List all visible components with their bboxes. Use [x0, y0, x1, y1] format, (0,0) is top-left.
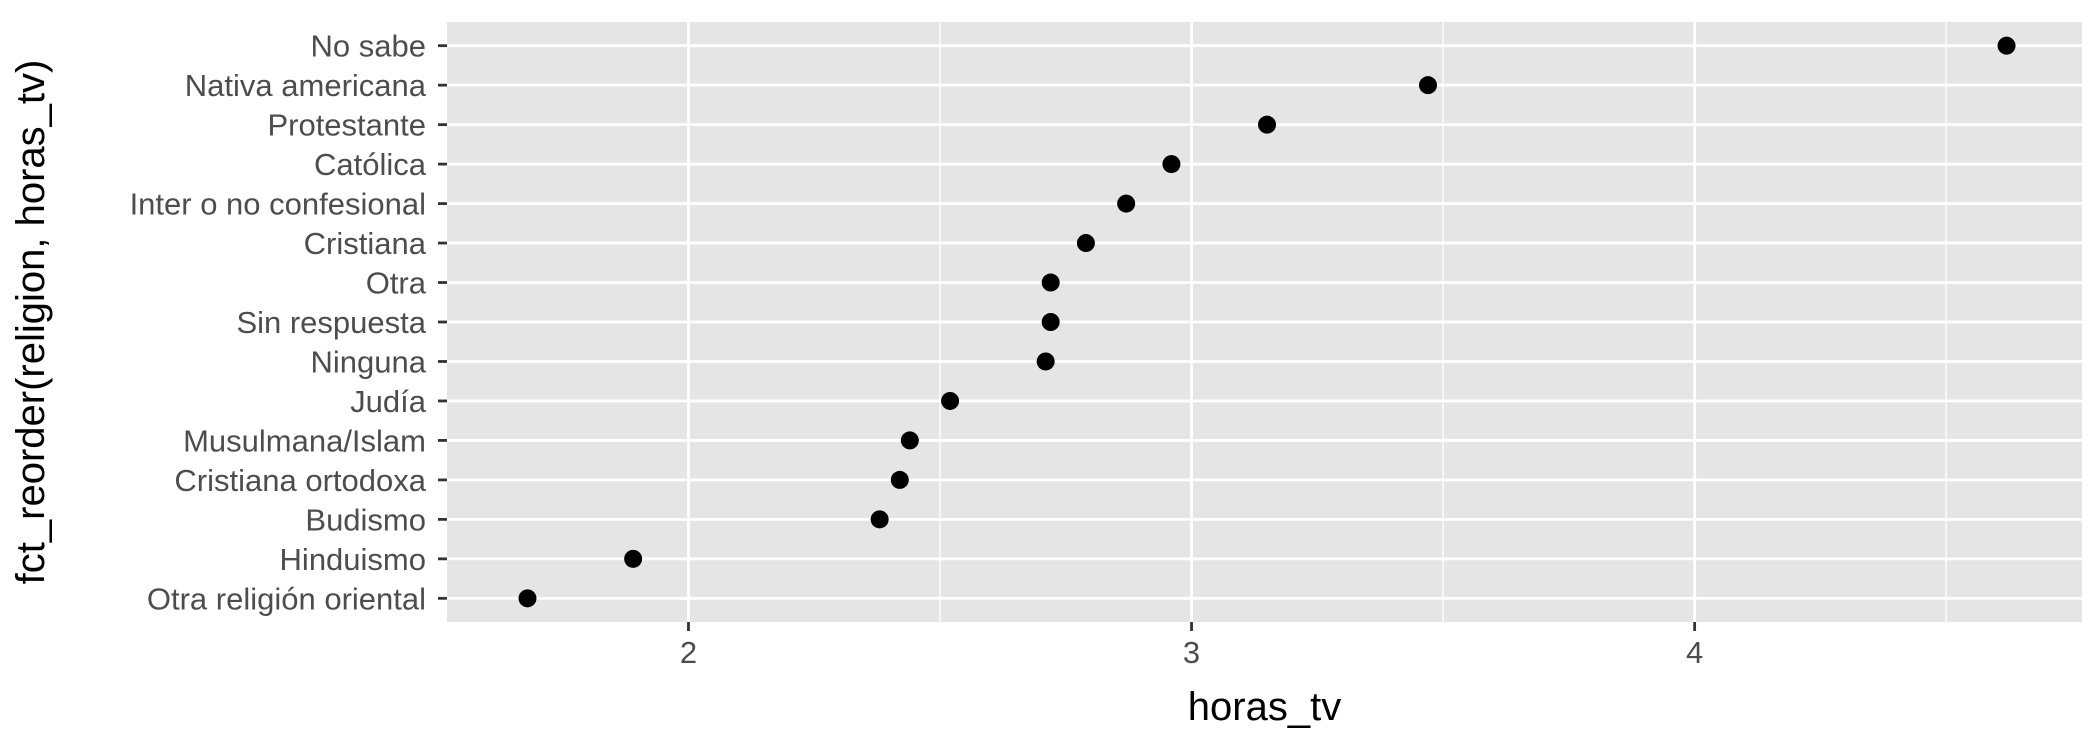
x-tick-label: 3: [1183, 635, 1200, 670]
y-tick-label: Ninguna: [311, 344, 427, 379]
x-tick-label: 4: [1686, 635, 1703, 670]
y-tick-label: Budismo: [305, 502, 426, 537]
data-point: [518, 589, 537, 608]
data-point: [1117, 194, 1136, 213]
y-axis-title: fct_reorder(religion, horas_tv): [9, 60, 53, 585]
y-tick-label: Hinduismo: [280, 542, 426, 577]
y-axis: Otra religión oriental Hinduismo Budismo Cr…: [130, 29, 447, 616]
data-points: [518, 36, 2016, 608]
data-point: [1258, 115, 1277, 134]
data-point: [1041, 313, 1060, 331]
y-tick-label: Inter o no confesional: [130, 187, 426, 222]
y-tick-label: Protestante: [267, 108, 426, 143]
data-point: [1419, 76, 1437, 95]
x-tick-label: 2: [680, 635, 697, 670]
y-tick-label: Cristiana ortodoxa: [174, 463, 426, 498]
grid-major-lines: [447, 22, 2082, 622]
y-tick-label: Sin respuesta: [236, 305, 426, 340]
y-tick-label: Otra: [366, 266, 427, 301]
data-point: [890, 470, 909, 489]
y-tick-label: Católica: [314, 147, 427, 182]
data-point: [1041, 273, 1060, 292]
x-axis-title: horas_tv: [1188, 685, 1341, 729]
y-tick-label: Nativa americana: [185, 68, 427, 103]
data-point: [870, 510, 889, 529]
y-tick-label: Judía: [350, 384, 427, 419]
data-point: [1997, 36, 2016, 55]
x-axis: 2 3 4: [680, 622, 1703, 670]
y-tick-label: No sabe: [311, 29, 426, 64]
data-point: [900, 431, 919, 450]
data-point: [1076, 234, 1095, 253]
y-tick-label: Otra religión oriental: [147, 581, 426, 616]
data-point: [941, 391, 960, 410]
data-point: [1036, 352, 1055, 371]
y-tick-label: Musulmana/Islam: [183, 423, 426, 458]
data-point: [624, 549, 643, 568]
data-point: [1162, 155, 1181, 174]
y-tick-label: Cristiana: [304, 226, 427, 261]
